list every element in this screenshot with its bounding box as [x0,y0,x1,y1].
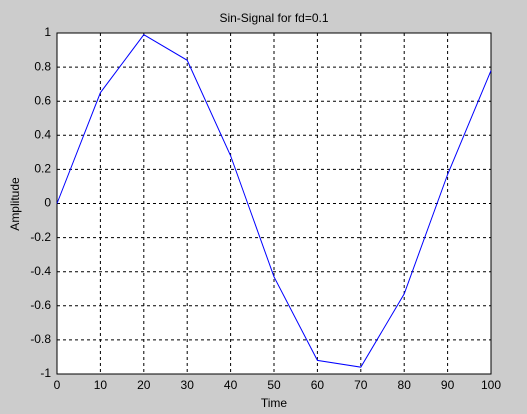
y-tick-label: 0.6 [34,93,51,107]
x-tick-label: 30 [181,378,195,392]
chart-title: Sin-Signal for fd=0.1 [219,11,328,25]
x-tick-label: 20 [137,378,151,392]
y-tick-label: -0.2 [30,230,51,244]
x-axis-label: Time [261,396,288,410]
y-tick-label: 0 [44,196,51,210]
x-tick-label: 80 [398,378,412,392]
y-tick-label: -0.8 [30,332,51,346]
y-tick-label: 0.2 [34,162,51,176]
x-tick-label: 60 [311,378,325,392]
y-tick-label: -1 [40,366,51,380]
y-tick-label: -0.4 [30,264,51,278]
y-axis-label: Amplitude [8,177,22,231]
x-tick-label: 70 [354,378,368,392]
x-tick-label: 40 [224,378,238,392]
y-tick-label: 0.4 [34,127,51,141]
y-tick-label: -0.6 [30,298,51,312]
x-tick-label: 0 [54,378,61,392]
x-tick-label: 50 [267,378,281,392]
y-tick-label: 1 [44,25,51,39]
x-tick-label: 90 [441,378,455,392]
x-tick-label: 100 [481,378,501,392]
data-line [56,34,492,368]
y-tick-label: 0.8 [34,59,51,73]
x-tick-label: 10 [94,378,108,392]
